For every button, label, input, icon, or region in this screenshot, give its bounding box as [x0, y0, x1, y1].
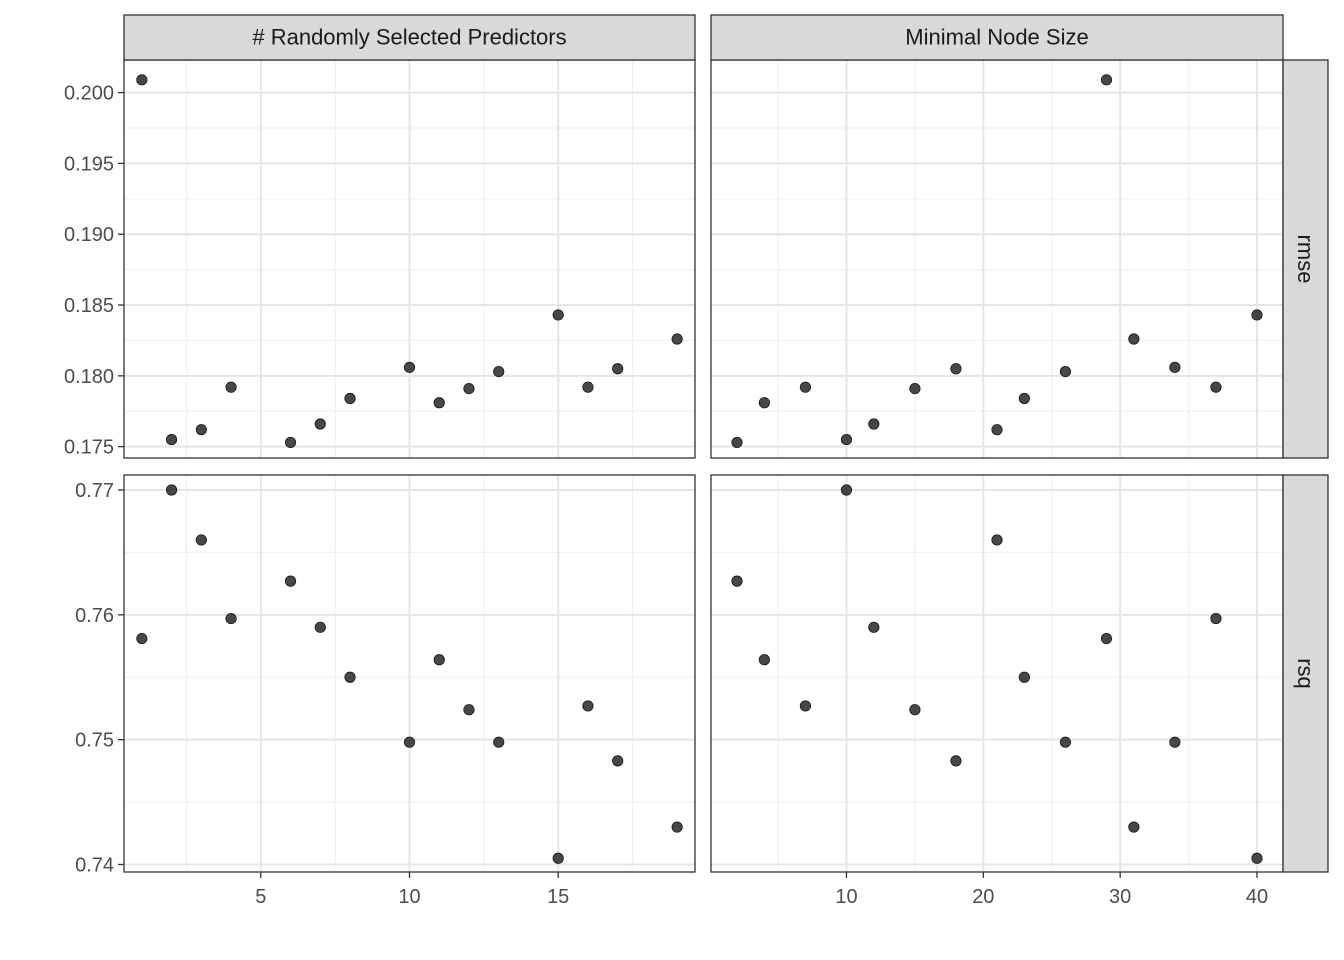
data-point — [284, 575, 297, 587]
data-point — [671, 333, 683, 345]
x-tick-label: 10 — [398, 886, 420, 908]
data-point — [731, 575, 743, 587]
data-point — [1251, 309, 1263, 321]
facet-strip-top — [710, 14, 1284, 61]
data-point — [165, 484, 178, 496]
data-point — [314, 621, 326, 633]
y-tick-label: 0.180 — [64, 366, 114, 388]
data-point — [991, 534, 1003, 546]
data-point — [136, 632, 148, 645]
y-tick-label: 0.74 — [75, 855, 114, 877]
y-tick-label: 0.200 — [64, 83, 114, 105]
y-tick-label: 0.76 — [75, 605, 114, 627]
data-point — [344, 671, 356, 683]
data-point — [403, 361, 416, 373]
data-point — [950, 363, 962, 375]
data-point — [493, 366, 505, 378]
facet-label-rmse: rmse — [1293, 235, 1318, 284]
data-point — [1169, 736, 1181, 748]
data-point — [433, 397, 445, 409]
data-point — [136, 74, 148, 86]
data-point — [1128, 333, 1140, 345]
data-point — [909, 382, 921, 395]
data-point — [463, 382, 475, 395]
facet-label-1: Minimal Node Size — [905, 25, 1088, 50]
data-point — [493, 736, 505, 748]
facet-strip-top — [123, 14, 696, 61]
data-point — [950, 755, 962, 767]
x-tick-label: 20 — [972, 886, 994, 908]
y-tick-label: 0.195 — [64, 153, 114, 175]
data-point — [552, 852, 564, 864]
data-point — [1059, 736, 1072, 748]
data-point — [1128, 821, 1140, 833]
data-point — [463, 704, 475, 716]
data-point — [799, 700, 812, 712]
data-point — [314, 418, 326, 430]
data-point — [799, 381, 812, 393]
x-tick-label: 10 — [835, 886, 857, 908]
data-point — [758, 654, 770, 666]
data-point — [1100, 74, 1113, 86]
facet-strip-right — [1282, 474, 1329, 873]
data-point — [225, 612, 237, 625]
data-point — [195, 534, 207, 546]
facet-strip-right — [1282, 59, 1329, 459]
data-point — [344, 392, 356, 405]
data-point — [1210, 381, 1222, 393]
data-point — [1018, 671, 1030, 683]
data-point — [195, 424, 207, 436]
panel-rmse-1 — [710, 59, 1284, 459]
panel-background — [711, 60, 1283, 458]
data-point — [758, 397, 770, 409]
y-tick-label: 0.190 — [64, 224, 114, 246]
data-point — [284, 436, 297, 449]
data-point — [1059, 366, 1072, 378]
data-point — [991, 424, 1003, 436]
data-point — [1169, 361, 1181, 373]
data-point — [552, 309, 564, 321]
facet-label-0: # Randomly Selected Predictors — [252, 25, 566, 50]
data-point — [1018, 392, 1030, 405]
data-point — [582, 381, 594, 393]
data-point — [671, 821, 683, 833]
y-tick-label: 0.75 — [75, 730, 114, 752]
data-point — [840, 433, 853, 446]
data-point — [582, 700, 594, 712]
y-tick-label: 0.77 — [75, 480, 114, 502]
y-tick-label: 0.185 — [64, 295, 114, 317]
data-point — [612, 363, 624, 375]
data-point — [433, 654, 445, 666]
data-point — [731, 436, 743, 449]
x-tick-label: 30 — [1109, 886, 1131, 908]
y-tick-label: 0.175 — [64, 437, 114, 459]
data-point — [909, 704, 921, 716]
x-tick-label: 40 — [1246, 886, 1268, 908]
data-point — [612, 755, 624, 767]
data-point — [840, 484, 853, 496]
data-point — [403, 736, 416, 748]
facet-label-rsq: rsq — [1293, 658, 1318, 689]
data-point — [165, 433, 178, 446]
data-point — [1210, 612, 1222, 625]
panel-rsq-1 — [710, 474, 1284, 873]
panel-rmse-0 — [123, 59, 696, 459]
panel-rsq-0 — [123, 474, 696, 873]
x-tick-label: 5 — [255, 886, 266, 908]
x-tick-label: 15 — [547, 886, 569, 908]
data-point — [868, 621, 880, 633]
data-point — [1100, 632, 1113, 645]
data-point — [225, 381, 237, 393]
data-point — [868, 418, 880, 430]
data-point — [1251, 852, 1263, 864]
